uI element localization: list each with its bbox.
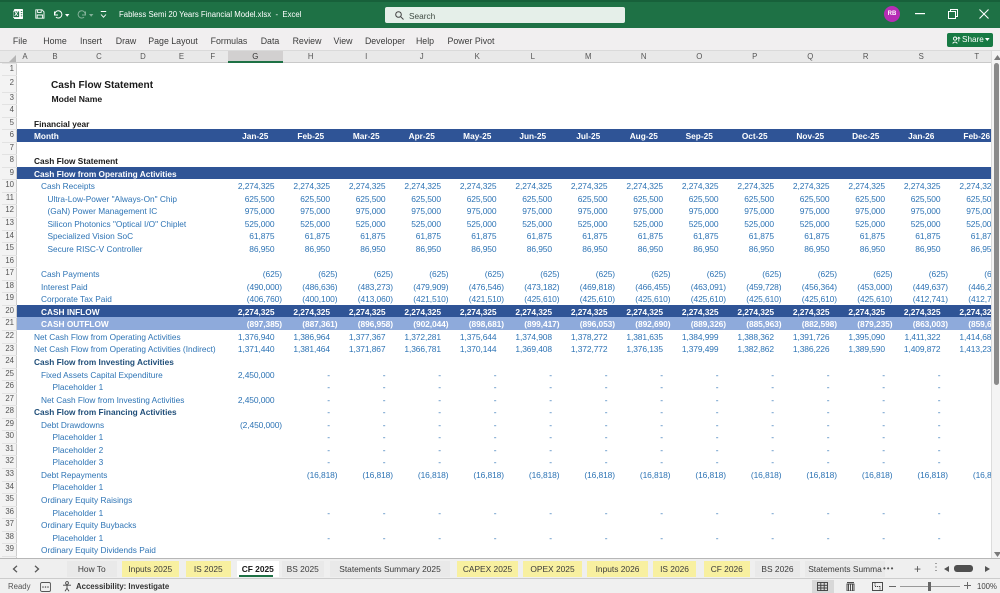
svg-text:X: X (14, 12, 18, 18)
